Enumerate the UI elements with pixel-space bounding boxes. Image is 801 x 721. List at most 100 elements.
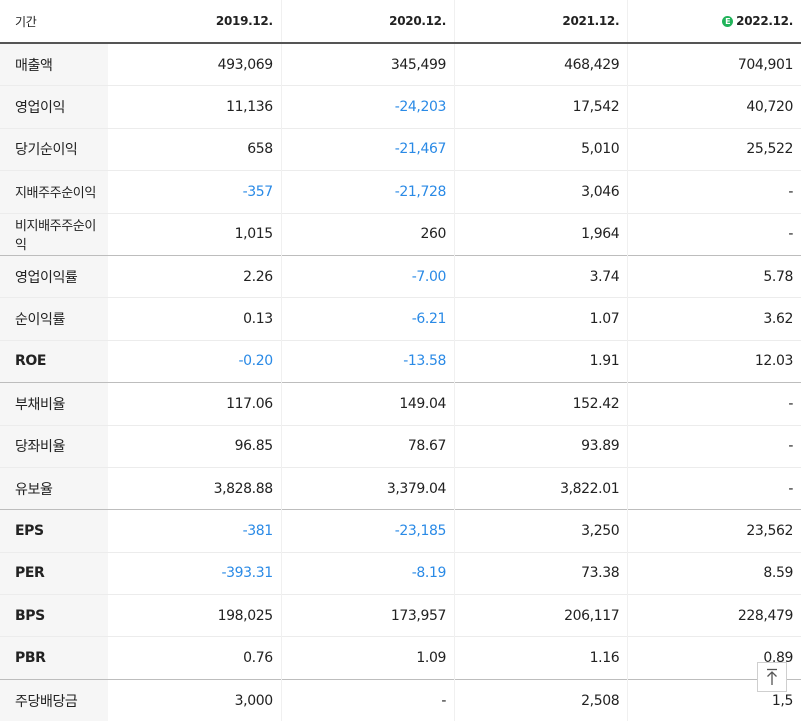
value-cell: - (627, 382, 801, 426)
arrow-up-icon (767, 668, 777, 685)
table-row: 매출액 493,069 345,499 468,429 704,901 (0, 43, 801, 86)
table-header-row: 기간 2019.12. 2020.12. 2021.12. E 2022.12. (0, 0, 801, 44)
value-cell: 5,010 (453, 127, 628, 171)
value-cell: -0.20 (108, 339, 282, 383)
row-label: 순이익률 (0, 297, 108, 341)
value-cell: 173,957 (280, 594, 455, 637)
scroll-to-top-button[interactable] (757, 662, 787, 692)
value-cell: -21,467 (280, 127, 455, 171)
value-cell: 468,429 (453, 43, 628, 86)
value-cell: -8.19 (280, 551, 455, 595)
value-cell: -357 (108, 170, 282, 214)
value-cell: 3.62 (627, 297, 801, 341)
value-cell: 17,542 (453, 85, 628, 129)
value-cell: 152.42 (453, 382, 628, 426)
row-label: EPS (0, 509, 108, 553)
value-cell: 93.89 (453, 424, 628, 468)
row-label: PBR (0, 636, 108, 680)
row-label: 비지배주주순이익 (0, 212, 108, 256)
value-cell: -23,185 (280, 509, 455, 553)
column-header-2019: 2019.12. (108, 0, 282, 44)
value-cell: 1.16 (453, 636, 628, 680)
value-cell: 1,015 (108, 212, 282, 256)
value-cell: - (627, 466, 801, 510)
value-cell: 260 (280, 212, 455, 256)
column-header-2022-label: 2022.12. (736, 14, 793, 28)
row-label: 지배주주순이익 (0, 170, 108, 214)
value-cell: 12.03 (627, 339, 801, 383)
value-cell: 78.67 (280, 424, 455, 468)
value-cell: 345,499 (280, 43, 455, 86)
value-cell: 704,901 (627, 43, 801, 86)
value-cell: 3,250 (453, 509, 628, 553)
value-cell: -6.21 (280, 297, 455, 341)
row-label: 영업이익 (0, 85, 108, 129)
value-cell: 206,117 (453, 594, 628, 637)
value-cell: - (627, 170, 801, 214)
table-row: 주당배당금 3,000-2,508 1,5 (0, 678, 801, 721)
value-cell: 198,025 (108, 594, 282, 637)
value-cell: -393.31 (108, 551, 282, 595)
value-cell: 1.09 (280, 636, 455, 680)
value-cell: -7.00 (280, 254, 455, 298)
table-row: 비지배주주순이익 1,015 260 1,964- (0, 212, 801, 256)
value-cell: -381 (108, 509, 282, 553)
value-cell: 40,720 (627, 85, 801, 129)
table-row: 지배주주순이익 -357 -21,728 3,046- (0, 170, 801, 214)
value-cell: 73.38 (453, 551, 628, 595)
value-cell: -24,203 (280, 85, 455, 129)
estimate-badge-icon: E (722, 16, 734, 27)
table-row: 당좌비율 96.85 78.67 93.89- (0, 424, 801, 468)
value-cell: 228,479 (627, 594, 801, 637)
row-label: BPS (0, 594, 108, 637)
table-row: PER -393.31 -8.19 73.38 8.59 (0, 551, 801, 595)
value-cell: 3.74 (453, 254, 628, 298)
row-label: 매출액 (0, 43, 108, 86)
row-label: 유보율 (0, 466, 108, 510)
value-cell: 493,069 (217, 56, 273, 73)
table-row: 부채비율 117.06 149.04 152.42- (0, 382, 801, 426)
value-cell: 658 (108, 127, 282, 171)
value-cell: 3,828.88 (108, 466, 282, 510)
value-cell: -13.58 (280, 339, 455, 383)
value-cell: 5.78 (627, 254, 801, 298)
value-cell: 3,822.01 (453, 466, 628, 510)
value-cell: 3,000 (108, 678, 282, 721)
table-row: 영업이익 11,136 -24,203 17,542 40,720 (0, 85, 801, 129)
row-label: 영업이익률 (0, 254, 108, 298)
value-cell: 117.06 (108, 382, 282, 426)
value-cell: 23,562 (627, 509, 801, 553)
column-header-2021: 2021.12. (453, 0, 628, 44)
value-cell: 2.26 (108, 254, 282, 298)
value-cell: - (627, 424, 801, 468)
table-row: ROE -0.20 -13.58 1.91 12.03 (0, 339, 801, 383)
value-cell: 0.76 (108, 636, 282, 680)
value-cell: 3,379.04 (280, 466, 455, 510)
row-label: 주당배당금 (0, 678, 108, 721)
value-cell: 11,136 (108, 85, 282, 129)
row-label: 부채비율 (0, 382, 108, 426)
table-row: EPS -381 -23,185 3,250 23,562 (0, 509, 801, 553)
value-cell: 2,508 (453, 678, 628, 721)
table-row: 유보율 3,828.88 3,379.04 3,822.01- (0, 466, 801, 510)
value-cell: 3,046 (453, 170, 628, 214)
column-header-2022-estimate: E 2022.12. (627, 0, 801, 44)
row-label: PER (0, 551, 108, 595)
value-cell: 25,522 (627, 127, 801, 171)
period-header: 기간 (0, 0, 108, 44)
value-cell: 1.91 (453, 339, 628, 383)
table-row: PBR 0.76 1.09 1.16 0.89 (0, 636, 801, 680)
table-row: 영업이익률 2.26 -7.00 3.74 5.78 (0, 254, 801, 298)
row-label: 당좌비율 (0, 424, 108, 468)
value-cell: -21,728 (280, 170, 455, 214)
value-cell: 149.04 (280, 382, 455, 426)
value-cell: - (627, 212, 801, 256)
row-label: 당기순이익 (0, 127, 108, 171)
value-cell: 1,964 (453, 212, 628, 256)
value-cell: 0.13 (108, 297, 282, 341)
value-cell: 8.59 (627, 551, 801, 595)
value-cell: 1.07 (453, 297, 628, 341)
table-row: 당기순이익 658 -21,467 5,010 25,522 (0, 127, 801, 171)
value-cell: 96.85 (108, 424, 282, 468)
